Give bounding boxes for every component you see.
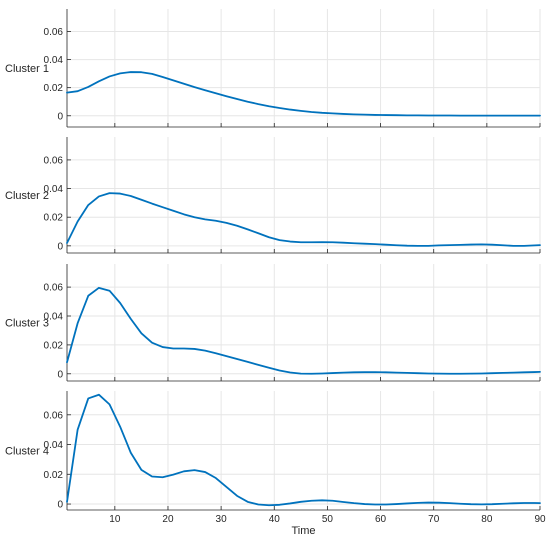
x-tick-label: 60	[375, 514, 387, 525]
x-tick-label: 70	[428, 514, 440, 525]
panel-ylabel: Cluster 2	[5, 190, 49, 202]
y-tick-label: 0.04	[44, 55, 64, 66]
x-tick-label: 90	[534, 514, 546, 525]
x-axis-label: Time	[291, 525, 315, 536]
x-axis: 10 20 30 40 50 60 70 80 90 Time	[109, 514, 546, 536]
y-tick-label: 0.02	[44, 213, 64, 224]
x-tick-label: 10	[109, 514, 121, 525]
panel-4: 0 0.02 0.04 0.06 Cluster 4	[5, 391, 541, 511]
y-tick-label: 0.06	[44, 155, 64, 166]
panel-ylabel: Cluster 3	[5, 318, 49, 330]
y-tick-label: 0	[57, 369, 63, 380]
y-tick-label: 0.02	[44, 470, 64, 481]
x-tick-label: 50	[322, 514, 334, 525]
panel-1: 0 0.02 0.04 0.06 Cluster 1	[5, 9, 541, 128]
x-tick-label: 20	[162, 514, 174, 525]
series-line-cluster-3	[66, 286, 541, 375]
y-tick-label: 0.06	[44, 410, 64, 421]
y-tick-label: 0	[57, 241, 63, 252]
y-tick-label: 0.02	[44, 340, 64, 351]
panel-3: 0 0.02 0.04 0.06 Cluster 3	[5, 264, 541, 382]
x-tick-label: 40	[269, 514, 281, 525]
y-tick-label: 0.06	[44, 283, 64, 294]
series-line-cluster-2	[66, 192, 541, 247]
y-tick-label: 0.02	[44, 83, 64, 94]
panel-2: 0 0.02 0.04 0.06 Cluster 2	[5, 137, 541, 254]
series-line-cluster-4	[66, 393, 541, 507]
series-line-cluster-1	[66, 71, 541, 117]
y-tick-label: 0.04	[44, 184, 64, 195]
y-tick-label: 0	[57, 111, 63, 122]
x-tick-label: 80	[481, 514, 493, 525]
y-tick-label: 0	[57, 500, 63, 511]
y-tick-label: 0.06	[44, 27, 64, 38]
panel-ylabel: Cluster 4	[5, 446, 49, 458]
y-tick-label: 0.04	[44, 312, 64, 323]
panel-ylabel: Cluster 1	[5, 63, 49, 75]
x-tick-label: 30	[216, 514, 228, 525]
y-tick-label: 0.04	[44, 440, 64, 451]
